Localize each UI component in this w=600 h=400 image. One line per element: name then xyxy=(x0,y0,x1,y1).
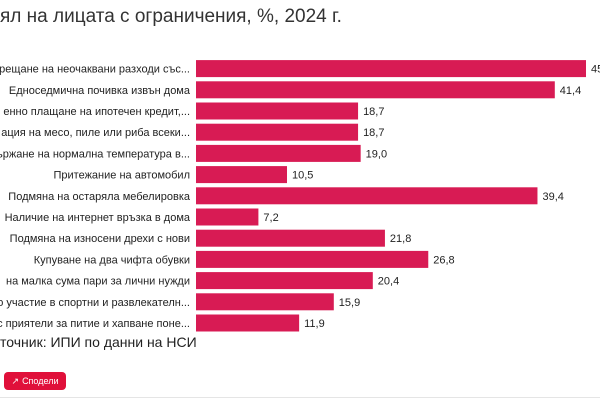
bottom-divider xyxy=(0,397,600,398)
category-label: с приятели за питие и хапване поне... xyxy=(0,318,190,330)
category-label: Купуване на два чифта обувки xyxy=(34,254,190,266)
value-label: 10,5 xyxy=(292,170,313,182)
bar xyxy=(196,144,361,162)
value-label: 39,4 xyxy=(542,191,563,203)
category-label: о участие в спортни и развлекателн... xyxy=(0,297,190,309)
category-label: ържане на нормална температура в... xyxy=(0,148,190,160)
value-label: 18,7 xyxy=(363,127,384,139)
bar xyxy=(196,60,586,78)
bar xyxy=(196,250,429,268)
value-label: 15,9 xyxy=(339,297,360,309)
bar xyxy=(196,229,385,247)
source-note: точник: ИПИ по данни на НСИ xyxy=(0,334,197,350)
bar xyxy=(196,187,538,205)
category-label: рещане на неочаквани разходи със... xyxy=(0,64,190,76)
value-label: 7,2 xyxy=(263,212,278,224)
value-label: 41,4 xyxy=(560,85,581,97)
bar xyxy=(196,102,359,120)
bar xyxy=(196,81,555,99)
value-label: 19,0 xyxy=(366,148,387,160)
bar xyxy=(196,293,334,311)
bar xyxy=(196,272,373,290)
value-label: 45 xyxy=(591,64,600,76)
value-label: 18,7 xyxy=(363,106,384,118)
value-label: 11,9 xyxy=(304,318,325,330)
category-label: Подмяна на остаряла мебелировка xyxy=(8,191,191,203)
chart-title: ял на лицата с ограничения, %, 2024 г. xyxy=(0,6,342,27)
category-label: ация на месо, пиле или риба всеки... xyxy=(1,127,190,139)
share-icon: ↗ xyxy=(11,375,20,386)
category-label: енно плащане на ипотечен кредит,... xyxy=(3,106,190,118)
bar xyxy=(196,314,300,332)
value-label: 20,4 xyxy=(378,276,399,288)
value-label: 26,8 xyxy=(433,254,454,266)
bar xyxy=(196,166,287,184)
value-label: 21,8 xyxy=(390,233,411,245)
share-label: Сподели xyxy=(22,376,59,386)
share-button[interactable]: ↗ Сподели xyxy=(4,372,66,390)
category-label: на малка сума пари за лични нужди xyxy=(6,276,190,288)
category-label: Притежание на автомобил xyxy=(54,170,191,182)
category-label: Наличие на интернет връзка в дома xyxy=(5,212,191,224)
bar xyxy=(196,123,359,141)
bar xyxy=(196,208,259,226)
category-label: Подмяна на износени дрехи с нови xyxy=(10,233,190,245)
category-label: Едноседмична почивка извън дома xyxy=(9,85,191,97)
